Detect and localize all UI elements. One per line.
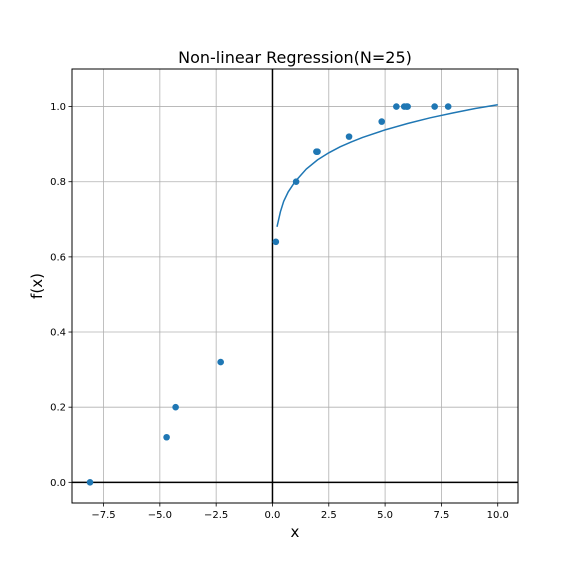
fitted-curve-layer xyxy=(276,103,498,227)
tick-marks-and-labels: −7.5 −5.0 −2.5 0.0 2.5 5.0 7.5 10.0 0.0 0.2 0.4 0.6… xyxy=(50,102,509,521)
y-tick-label: 0.4 xyxy=(50,328,66,339)
data-point xyxy=(172,403,179,411)
x-tick-label: −5.0 xyxy=(148,510,172,521)
data-point xyxy=(393,103,400,110)
data-point xyxy=(404,103,411,110)
data-point xyxy=(378,118,386,125)
data-point xyxy=(345,133,353,140)
x-tick-label: 2.5 xyxy=(321,510,337,521)
y-axis-label: f(x) xyxy=(28,273,46,299)
y-tick-label: 0.0 xyxy=(50,478,66,489)
data-point xyxy=(217,358,224,366)
y-tick-label: 0.6 xyxy=(50,252,66,263)
data-point xyxy=(444,103,452,110)
x-tick-label: 5.0 xyxy=(377,510,393,521)
data-point xyxy=(292,178,300,186)
fitted-curve xyxy=(276,103,498,227)
y-tick-label: 0.8 xyxy=(50,177,66,188)
x-tick-label: 7.5 xyxy=(433,510,449,521)
data-point xyxy=(272,238,280,246)
x-tick-label: −2.5 xyxy=(204,510,228,521)
y-tick-label: 1.0 xyxy=(50,102,66,113)
plot-frame xyxy=(71,68,519,504)
y-tick-label: 0.2 xyxy=(50,403,66,414)
data-point xyxy=(314,148,321,155)
data-point xyxy=(431,103,438,110)
zero-axis-lines xyxy=(72,69,518,503)
scatter-points-layer xyxy=(86,103,452,486)
chart-title: Non-linear Regression(N=25) xyxy=(178,48,412,67)
x-tick-label: −7.5 xyxy=(91,510,115,521)
data-point xyxy=(86,479,94,486)
grid-lines xyxy=(72,69,518,503)
x-tick-label: 0.0 xyxy=(265,510,281,521)
x-tick-label: 10.0 xyxy=(487,510,509,521)
data-point xyxy=(163,433,170,441)
x-axis-label: x xyxy=(291,523,300,541)
